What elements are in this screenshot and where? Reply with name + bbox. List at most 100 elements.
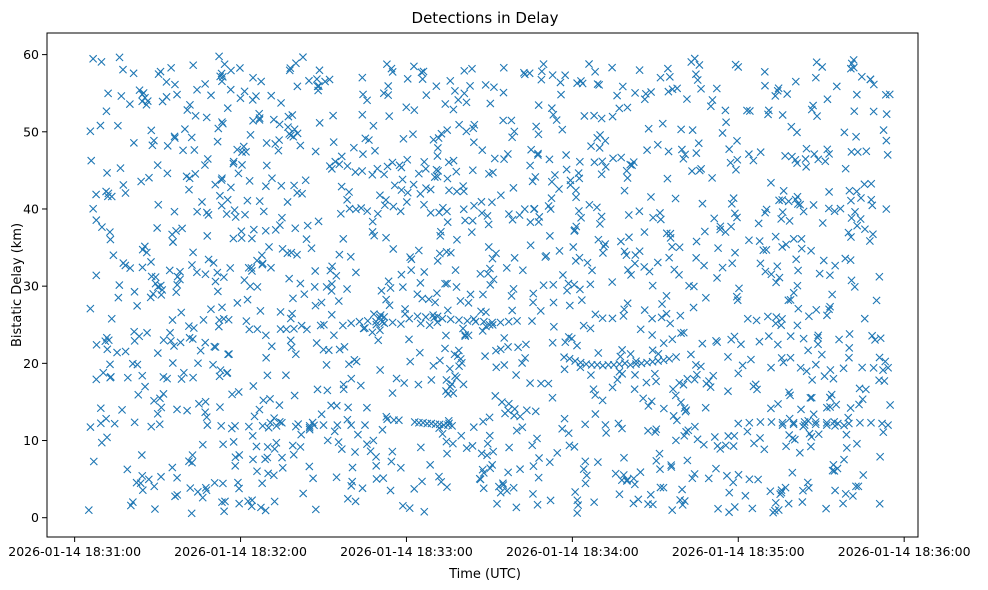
data-point xyxy=(290,181,299,190)
data-point xyxy=(502,263,511,272)
data-point xyxy=(653,140,662,149)
data-point xyxy=(188,335,197,344)
data-point xyxy=(317,298,326,307)
data-point xyxy=(655,449,664,458)
data-point xyxy=(648,314,657,323)
data-point xyxy=(723,352,732,361)
data-point xyxy=(764,110,773,119)
data-point xyxy=(184,185,193,194)
data-point xyxy=(96,404,105,413)
data-point xyxy=(336,209,345,218)
data-point xyxy=(488,320,497,329)
data-point xyxy=(845,330,854,338)
data-point xyxy=(170,341,178,350)
data-point xyxy=(252,442,261,451)
data-point xyxy=(149,289,158,298)
data-point xyxy=(504,317,513,326)
data-point xyxy=(261,226,270,235)
data-point xyxy=(266,263,275,272)
data-point xyxy=(358,167,367,175)
data-point xyxy=(571,256,580,265)
data-point xyxy=(591,410,600,419)
data-point xyxy=(488,318,497,327)
data-point xyxy=(353,430,362,439)
data-point xyxy=(457,431,466,440)
data-point xyxy=(168,359,177,368)
data-point xyxy=(209,258,218,267)
data-point xyxy=(798,486,807,495)
data-point xyxy=(477,449,486,458)
data-point xyxy=(430,313,439,322)
data-point xyxy=(206,305,215,314)
data-point xyxy=(862,147,871,156)
data-point xyxy=(454,95,463,104)
data-point xyxy=(615,490,624,499)
data-point xyxy=(343,195,352,204)
data-point xyxy=(712,336,720,345)
data-point xyxy=(593,458,602,467)
data-point xyxy=(510,127,519,136)
data-point xyxy=(167,63,176,72)
data-point xyxy=(313,385,322,394)
data-point xyxy=(679,328,688,337)
data-point xyxy=(339,385,348,394)
data-point xyxy=(204,255,213,264)
data-point xyxy=(407,255,416,264)
data-point xyxy=(389,416,398,425)
data-point xyxy=(688,474,697,483)
data-point xyxy=(476,269,485,278)
data-point xyxy=(797,234,806,243)
data-point xyxy=(172,288,181,297)
data-point xyxy=(502,486,511,495)
data-point xyxy=(814,155,823,164)
data-point xyxy=(735,284,743,293)
data-point xyxy=(121,189,130,197)
data-point xyxy=(886,401,895,410)
data-point xyxy=(253,467,261,476)
data-point xyxy=(688,126,697,135)
data-point xyxy=(376,365,385,374)
data-point xyxy=(477,197,486,206)
data-point xyxy=(663,174,672,183)
data-point xyxy=(303,221,312,230)
data-point xyxy=(778,110,787,119)
data-point xyxy=(608,383,617,392)
data-point xyxy=(693,435,702,444)
data-point xyxy=(695,166,704,175)
data-point xyxy=(635,207,644,216)
series-track-12km-d xyxy=(778,420,831,430)
data-point xyxy=(570,226,579,235)
data-point xyxy=(305,425,314,434)
data-point xyxy=(456,296,465,305)
data-point xyxy=(668,242,677,251)
data-point xyxy=(518,423,527,432)
data-point xyxy=(301,176,310,185)
data-point xyxy=(327,286,336,295)
data-point xyxy=(852,439,861,448)
data-point xyxy=(138,97,147,106)
data-point xyxy=(483,451,492,460)
data-point xyxy=(385,112,394,121)
data-point xyxy=(284,123,292,132)
data-point xyxy=(598,157,607,166)
data-point xyxy=(853,221,862,230)
data-point xyxy=(389,202,398,211)
data-point xyxy=(804,312,813,321)
data-point xyxy=(315,66,324,75)
data-point xyxy=(762,245,771,254)
data-point xyxy=(142,248,151,257)
data-point xyxy=(262,161,271,170)
data-point xyxy=(466,290,475,299)
data-point xyxy=(178,224,187,233)
data-point xyxy=(516,412,525,421)
data-point xyxy=(201,483,210,492)
data-point xyxy=(293,82,302,91)
data-point xyxy=(709,371,718,380)
data-point xyxy=(781,151,790,160)
data-point xyxy=(459,380,468,389)
data-point xyxy=(567,334,576,343)
data-point xyxy=(728,259,737,268)
data-point xyxy=(187,261,196,269)
series-track-12km-c xyxy=(734,418,887,428)
data-point xyxy=(846,64,855,73)
